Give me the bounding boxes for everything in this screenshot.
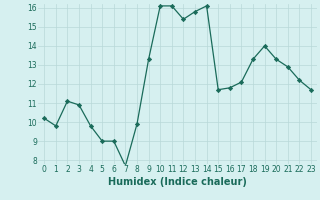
X-axis label: Humidex (Indice chaleur): Humidex (Indice chaleur) (108, 177, 247, 187)
